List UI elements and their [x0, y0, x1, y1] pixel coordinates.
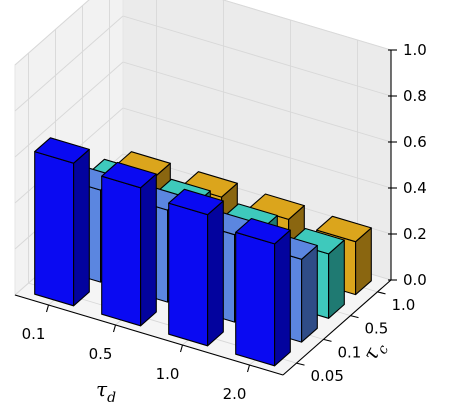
gridline-z-rear: [122, 107, 392, 189]
z-tick-label: 0.8: [403, 87, 427, 105]
bar-side-face: [73, 148, 90, 307]
bar-side-face: [140, 173, 157, 327]
bar-front-face: [168, 202, 209, 347]
x-tick-mark: [179, 344, 184, 353]
bar-front-face: [34, 151, 75, 307]
z-tick-label: 0.4: [403, 179, 427, 197]
bar-top-face: [101, 161, 157, 189]
bar-side-face: [207, 200, 224, 347]
z-tick-label: 0.0: [403, 271, 427, 289]
x-axis-label: τd: [96, 377, 116, 406]
bar-top-face: [235, 217, 291, 245]
bar-front-face: [101, 175, 142, 327]
bar-side-face: [274, 229, 291, 367]
gridline-z-rear: [122, 15, 392, 97]
y-tick-label: 0.05: [311, 367, 344, 385]
bar: [101, 161, 157, 327]
bar-top-face: [316, 215, 372, 243]
y-tick-label: 0.5: [365, 320, 389, 338]
bar-top-face: [34, 137, 90, 164]
gridline-z-left: [14, 15, 124, 112]
x-tick-mark: [112, 324, 117, 333]
bar-front-face: [235, 231, 276, 367]
x-tick-label: 2.0: [223, 385, 247, 403]
y-tick-label: 1.0: [392, 296, 416, 314]
y-tick-mark: [377, 291, 386, 295]
x-tick-mark: [246, 364, 251, 373]
bar: [168, 188, 224, 347]
bars: [34, 137, 372, 367]
x-tick-label: 0.1: [22, 325, 46, 343]
bar-top-face: [168, 188, 224, 216]
bar-side-face: [301, 244, 318, 343]
z-tick-label: 0.2: [403, 225, 427, 243]
gridline-z-left: [14, 61, 124, 158]
y-axis-label: τc: [358, 336, 393, 366]
gridline-z-rear: [122, 61, 392, 143]
gridline-z-rear: [221, 0, 392, 51]
x-tick-label: 1.0: [156, 365, 180, 383]
z-tick-label: 1.0: [403, 41, 427, 59]
y-tick-mark: [350, 315, 359, 319]
axes: [14, 49, 397, 376]
x-tick-label: 0.5: [89, 345, 113, 363]
y-tick-mark: [296, 362, 305, 366]
tick-labels: 0.00.20.40.60.81.00.10.51.02.00.050.10.5…: [22, 41, 427, 403]
bar: [235, 217, 291, 367]
y-tick-label: 0.1: [338, 343, 362, 361]
y-axis-line: [282, 279, 392, 376]
x-axis-line: [14, 294, 284, 376]
gridline-z-left: [14, 0, 90, 66]
bar: [34, 137, 90, 307]
x-tick-mark: [45, 304, 50, 313]
y-tick-mark: [323, 338, 332, 342]
z-tick-label: 0.6: [403, 133, 427, 151]
